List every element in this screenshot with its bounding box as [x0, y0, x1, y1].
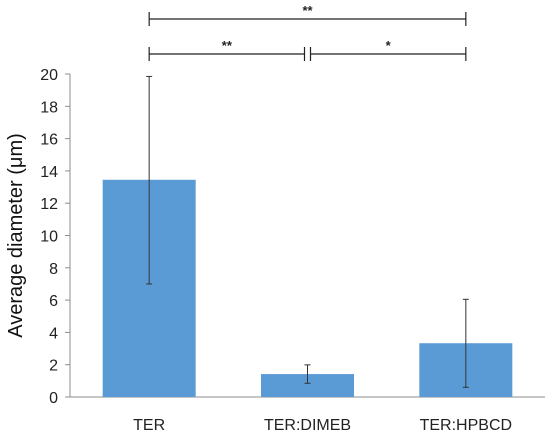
significance-bracket: * — [309, 38, 467, 61]
error-bar — [146, 75, 153, 285]
y-tick-label: 10 — [40, 229, 58, 246]
y-tick-label: 0 — [49, 390, 58, 407]
y-tick-label: 2 — [49, 358, 58, 375]
error-bar — [462, 298, 469, 388]
significance-bracket: ** — [148, 38, 306, 61]
y-tick-label: 4 — [49, 325, 58, 342]
x-tick-label: TER:HPBCD — [420, 417, 512, 434]
y-tick-label: 6 — [49, 293, 58, 310]
y-tick-label: 14 — [40, 164, 58, 181]
y-tick-label: 12 — [40, 196, 58, 213]
x-tick-label: TER — [133, 417, 165, 434]
significance-bracket: ** — [148, 3, 467, 26]
y-tick-label: 20 — [40, 67, 58, 84]
significance-label: * — [386, 38, 392, 53]
y-tick-label: 16 — [40, 132, 58, 149]
y-tick-label: 8 — [49, 261, 58, 278]
significance-brackets: **** * — [148, 3, 467, 61]
bar — [261, 374, 354, 397]
significance-label: ** — [222, 38, 233, 53]
error-bar — [304, 364, 311, 384]
y-tick-label: 18 — [40, 99, 58, 116]
error-bars — [146, 75, 469, 388]
x-tick-label: TER:DIMEB — [264, 417, 351, 434]
y-axis-title: Average diameter (μm) — [5, 133, 27, 338]
significance-label: ** — [302, 3, 313, 18]
